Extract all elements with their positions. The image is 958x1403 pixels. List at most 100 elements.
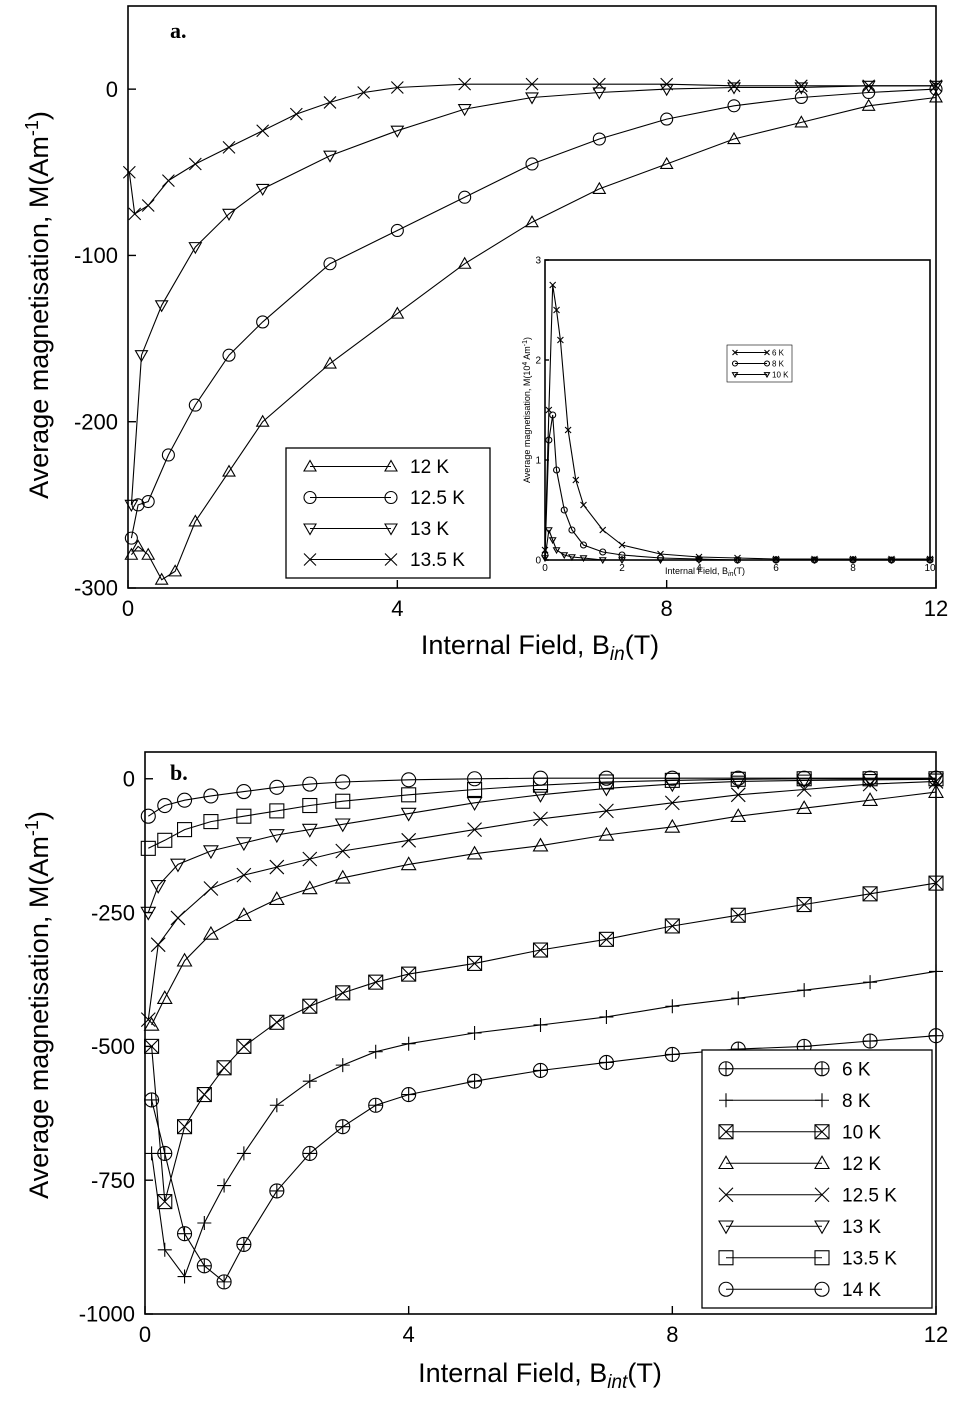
panel-b-data-point	[144, 1146, 159, 1161]
inset-series-8K	[541, 411, 934, 564]
panel-a-y-axis-label: Average magnetisation, M(Am-1)	[22, 111, 54, 499]
inset-data-point	[733, 557, 742, 565]
panel-a-data-point	[659, 84, 674, 97]
panel-b-data-point	[862, 792, 879, 806]
inset-data-point	[568, 554, 576, 562]
inset-legend-label: 10 K	[772, 370, 789, 379]
inset-legend-entry: 10 K	[731, 370, 789, 379]
inset-x-tick-label: 0	[542, 563, 548, 574]
panel-a-data-point	[660, 112, 674, 126]
panel-b-data-point	[236, 808, 252, 824]
panel-a-data-point	[161, 448, 175, 462]
panel-b-data-point	[335, 774, 351, 790]
inset-data-point	[549, 281, 557, 289]
panel-b-data-point	[177, 792, 193, 808]
panel-a-data-point	[124, 547, 139, 560]
panel-b-y-tick-label: 0	[123, 766, 135, 791]
panel-a-data-point	[131, 498, 145, 512]
panel-b-data-point	[467, 771, 483, 787]
panel-b-data-point	[216, 1060, 232, 1076]
panel-b-data-point	[796, 770, 812, 786]
panel-b-data-point	[599, 1009, 614, 1024]
panel-b-data-point	[269, 1098, 284, 1113]
inset-data-point	[568, 526, 576, 534]
panel-b-x-tick-label: 8	[666, 1322, 678, 1347]
panel-b-data-point	[796, 800, 813, 815]
inset-data-point	[598, 557, 607, 565]
inset-data-point	[926, 555, 934, 563]
panel-a-data-point	[525, 77, 539, 91]
panel-b-series-14K	[140, 770, 944, 824]
panel-b-data-point	[368, 974, 384, 990]
panel-b-data-point	[143, 1016, 160, 1031]
panel-b-data-point	[170, 910, 186, 926]
panel-b-data-point	[177, 1119, 193, 1135]
panel-a-data-point	[168, 564, 183, 577]
panel-a-x-tick-label: 0	[122, 596, 134, 621]
inset-legend-label: 8 K	[772, 359, 785, 368]
panel-b-series-line	[148, 777, 936, 817]
inset-data-point	[545, 436, 553, 444]
panel-b-data-point	[466, 797, 483, 811]
panel-b-x-tick-label: 0	[139, 1322, 151, 1347]
panel-a-data-point	[289, 107, 303, 121]
panel-a-data-point	[124, 499, 139, 512]
panel-b-data-point	[401, 966, 417, 982]
panel-b-data-point	[401, 772, 417, 788]
panel-b-data-point	[400, 807, 417, 822]
panel-a-data-point	[188, 398, 202, 412]
panel-a-series-line	[130, 85, 936, 505]
panel-b-data-point	[202, 925, 219, 940]
panel-a-data-point	[390, 81, 404, 94]
panel-a-data-point	[390, 223, 404, 238]
inset-y-tick-label: 2	[535, 356, 541, 367]
panel-b-data-point	[532, 770, 549, 786]
inset-y-tick-label: 1	[535, 456, 541, 467]
panel-b-data-point	[196, 1087, 212, 1103]
panel-a-data-point	[154, 300, 169, 313]
panel-b-data-point	[302, 998, 318, 1014]
panel-b-data-point	[401, 1087, 417, 1103]
panel-b-series-line	[151, 791, 937, 1026]
panel-a-data-point	[727, 82, 741, 95]
panel-b-legend-label: 13 K	[842, 1217, 881, 1238]
panel-b-data-point	[599, 803, 614, 819]
panel-a-data-point	[154, 572, 169, 585]
panel-b-data-point	[598, 931, 614, 947]
panel-a-x-tick-label: 12	[924, 596, 948, 621]
panel-b-data-point	[730, 770, 746, 786]
panel-b-data-point	[598, 1054, 614, 1070]
panel-a-data-point	[128, 207, 142, 221]
panel-a-data-point	[457, 104, 472, 117]
panel-b-data-point	[335, 985, 351, 1001]
panel-b-data-point	[796, 774, 813, 789]
panel-b-data-point	[269, 779, 285, 795]
panel-b-data-point	[236, 784, 252, 800]
panel-a-data-point	[525, 92, 539, 105]
panel-b-data-point	[797, 983, 812, 998]
panel-b-legend-label: 6 K	[842, 1059, 871, 1080]
inset-y-tick-label: 3	[535, 256, 541, 267]
panel-b-data-point	[203, 881, 219, 896]
panel-b-data-point	[150, 937, 166, 953]
inset-series-line	[544, 284, 930, 560]
panel-b-data-point	[177, 1226, 193, 1242]
inset-x-tick-label: 2	[619, 563, 625, 574]
panel-b-data-point	[140, 906, 157, 921]
inset-data-point	[849, 555, 857, 563]
panel-a-data-point	[929, 82, 943, 96]
panel-b-data-point	[664, 778, 681, 793]
panel-a-data-point	[862, 79, 876, 93]
panel-a-data-point	[525, 215, 539, 228]
panel-a-y-tick-label: -100	[74, 243, 118, 268]
inset-data-point	[541, 555, 549, 563]
panel-b-data-point	[140, 840, 156, 856]
inset-data-point	[810, 557, 819, 565]
inset-y-tick-label: 0	[535, 556, 541, 567]
panel-a-data-point	[794, 115, 809, 128]
panel-a-legend-entry: 12 K	[303, 457, 449, 478]
panel-a-y-tick-label: 0	[106, 77, 118, 102]
panel-b-data-point	[862, 1033, 878, 1049]
panel-b-data-point	[664, 1046, 680, 1062]
panel-a-legend-entry: 13.5 K	[303, 550, 465, 571]
